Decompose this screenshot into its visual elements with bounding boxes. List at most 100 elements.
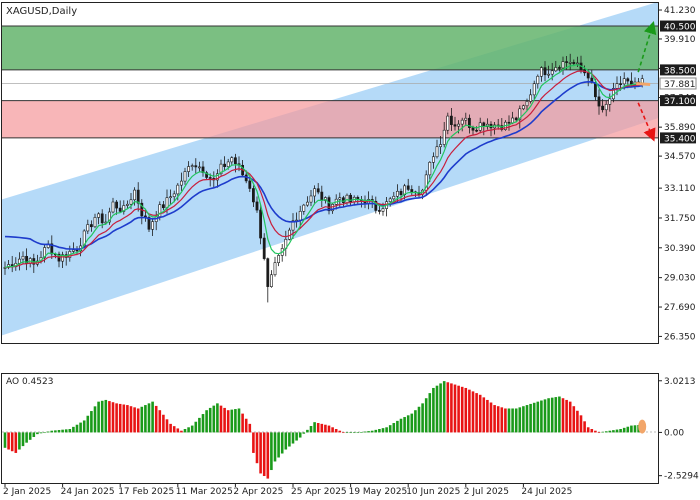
ao-bar <box>338 430 342 433</box>
ao-bar <box>511 408 514 433</box>
ao-bar <box>194 421 198 433</box>
candle-body <box>529 94 533 102</box>
ao-bar <box>10 432 14 452</box>
ao-bar <box>248 423 252 433</box>
level-tag-label: 40.500 <box>664 23 696 33</box>
price-tick-label: 41.230 <box>664 6 696 16</box>
ao-bar <box>457 385 460 433</box>
ao-bar <box>144 405 147 433</box>
candle-body <box>223 163 227 167</box>
ao-bar <box>36 432 39 435</box>
ma-fast-line <box>4 64 643 268</box>
candle-body <box>619 83 623 85</box>
ao-bar <box>475 393 478 433</box>
level-tag-label: 38.500 <box>664 66 696 76</box>
candle-body <box>226 161 230 167</box>
ao-bar <box>183 429 187 433</box>
ao-bar <box>309 426 313 433</box>
candle-body <box>597 96 601 107</box>
ao-bar <box>532 402 536 433</box>
ao-bar <box>388 425 392 433</box>
candle-body <box>467 117 471 128</box>
candle-body <box>442 129 446 145</box>
candle-body <box>316 188 320 193</box>
candle-body <box>259 209 263 239</box>
ao-bar <box>554 397 558 433</box>
ao-bar <box>543 399 547 433</box>
ao-bar <box>514 408 518 433</box>
candle-body <box>345 194 349 203</box>
ao-bar <box>586 427 590 433</box>
candle-body <box>136 189 140 204</box>
candle-body <box>622 78 626 85</box>
time-tick-label: 2 Jul 2025 <box>464 487 509 497</box>
candle-body <box>457 123 461 127</box>
last-price-tag: 37.881 <box>659 77 697 90</box>
candle-body <box>252 188 255 203</box>
candle-body <box>147 217 151 230</box>
price-tick-label: 26.350 <box>664 332 696 342</box>
ao-bar <box>558 396 561 433</box>
ao-bar <box>493 405 496 433</box>
ao-bar <box>136 408 140 433</box>
ao-bar <box>151 401 154 433</box>
ao-bar <box>460 386 464 433</box>
ao-bar <box>320 423 324 433</box>
ao-bar <box>266 432 270 479</box>
ao-bar <box>21 432 25 447</box>
candle-body <box>302 204 306 212</box>
ao-bar <box>399 418 403 433</box>
candle-body <box>388 198 392 202</box>
ao-bar <box>414 410 417 433</box>
candle-body <box>72 249 75 252</box>
candle-body <box>615 83 619 89</box>
time-tick-label: 11 Mar 2025 <box>176 487 233 497</box>
ao-bar <box>7 432 10 450</box>
ao-bar <box>432 387 435 433</box>
ao-bar <box>468 389 471 433</box>
ao-bar <box>46 431 50 433</box>
candle-body <box>187 166 191 172</box>
ao-bar <box>64 429 68 433</box>
level-tag-label: 35.400 <box>664 134 696 144</box>
ao-bar <box>406 415 410 433</box>
ao-bar <box>572 406 576 433</box>
candle-body <box>172 193 176 197</box>
level-tag <box>660 95 696 107</box>
ao-bar <box>273 432 277 462</box>
ao-bar <box>439 383 442 433</box>
candle-body <box>273 262 277 276</box>
ao-bar <box>219 405 223 433</box>
candle-body <box>108 211 111 223</box>
ao-bar <box>122 404 126 433</box>
ao-bar <box>604 431 608 433</box>
candle-body <box>575 62 579 65</box>
ao-bar <box>619 429 622 433</box>
ao-bar <box>522 406 525 433</box>
buy-zone <box>2 26 658 70</box>
ao-bar <box>626 426 630 433</box>
ao-bar <box>133 407 136 433</box>
ao-bar <box>32 432 36 437</box>
candle-body <box>392 195 396 200</box>
ao-bar <box>630 425 633 433</box>
candle-body <box>61 254 65 262</box>
level-tag <box>660 20 696 32</box>
ao-bar <box>579 415 583 433</box>
candle-body <box>593 82 597 98</box>
candle-body <box>201 166 205 173</box>
ao-bar <box>201 414 205 433</box>
candle-body <box>269 274 273 287</box>
ao-bar <box>68 429 72 433</box>
ao-bar <box>82 420 86 433</box>
ao-bar <box>234 409 237 433</box>
ao-bar <box>489 402 493 433</box>
candle-body <box>298 211 302 221</box>
ao-bar <box>187 427 190 433</box>
candle-body <box>111 201 115 213</box>
ao-bar <box>241 413 244 433</box>
ao-bar <box>190 425 194 433</box>
candle-body <box>601 105 605 111</box>
candle-body <box>97 213 101 218</box>
